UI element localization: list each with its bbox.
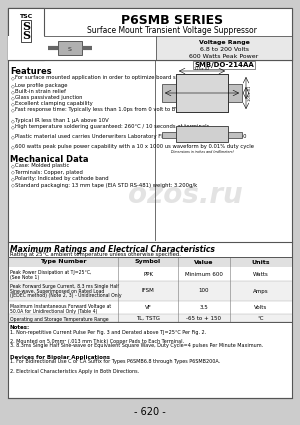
Text: 1. Non-repetitive Current Pulse Per Fig. 3 and Derated above TJ=25°C Per Fig. 2.: 1. Non-repetitive Current Pulse Per Fig.… xyxy=(10,330,206,335)
Bar xyxy=(162,84,176,102)
Text: Peak Power Dissipation at TJ=25°C,: Peak Power Dissipation at TJ=25°C, xyxy=(10,270,92,275)
Text: Peak Forward Surge Current, 8.3 ms Single Half: Peak Forward Surge Current, 8.3 ms Singl… xyxy=(10,284,119,289)
Text: Units: Units xyxy=(252,260,270,264)
Text: ◇: ◇ xyxy=(11,124,15,129)
Text: Dimensions in inches and (millimeters): Dimensions in inches and (millimeters) xyxy=(171,150,233,154)
Text: Devices for Bipolar Applications: Devices for Bipolar Applications xyxy=(10,354,110,360)
Text: ◇: ◇ xyxy=(11,95,15,100)
Text: °C: °C xyxy=(258,315,264,320)
Text: For surface mounted application in order to optimize board space.: For surface mounted application in order… xyxy=(15,75,190,80)
Text: S
S: S S xyxy=(22,21,30,41)
Text: ◇: ◇ xyxy=(11,134,15,139)
Text: 3. 8.3ms Single Half Sine-wave or Equivalent Square Wave, Duty Cycle=4 pulses Pe: 3. 8.3ms Single Half Sine-wave or Equiva… xyxy=(10,343,263,348)
Bar xyxy=(176,126,228,142)
Bar xyxy=(8,267,292,281)
Text: ◇: ◇ xyxy=(11,83,15,88)
Text: Mechanical Data: Mechanical Data xyxy=(10,155,89,164)
Text: (JEDEC method) (Note 2, 3) - Unidirectional Only: (JEDEC method) (Note 2, 3) - Unidirectio… xyxy=(10,293,122,298)
Text: Case: Molded plastic: Case: Molded plastic xyxy=(15,163,69,168)
Text: Maximum Instantaneous Forward Voltage at: Maximum Instantaneous Forward Voltage at xyxy=(10,304,111,309)
Text: Operating and Storage Temperature Range: Operating and Storage Temperature Range xyxy=(10,317,109,322)
Text: VF: VF xyxy=(145,305,152,310)
Text: Type Number: Type Number xyxy=(40,260,86,264)
Text: TSC: TSC xyxy=(20,14,33,19)
Bar xyxy=(8,8,44,60)
Text: 100: 100 xyxy=(199,289,209,294)
Text: 2. Electrical Characteristics Apply in Both Directions.: 2. Electrical Characteristics Apply in B… xyxy=(10,368,139,374)
Bar xyxy=(228,84,242,102)
Text: Maximum Ratings and Electrical Characteristics: Maximum Ratings and Electrical Character… xyxy=(10,245,215,254)
Text: P6SMB SERIES: P6SMB SERIES xyxy=(121,14,223,26)
Text: Value: Value xyxy=(194,260,214,264)
Bar xyxy=(162,132,176,138)
Text: Fast response time: Typically less than 1.0ps from 0 volt to BV min.: Fast response time: Typically less than … xyxy=(15,107,192,112)
Text: ◇: ◇ xyxy=(11,89,15,94)
Text: Volts: Volts xyxy=(254,305,268,310)
Text: (See Note 1): (See Note 1) xyxy=(10,275,39,280)
Text: Amps: Amps xyxy=(253,289,269,294)
Text: .105±.01: .105±.01 xyxy=(248,85,252,101)
Text: -65 to + 150: -65 to + 150 xyxy=(187,315,221,320)
Bar xyxy=(8,8,292,60)
Text: ◇: ◇ xyxy=(11,182,15,187)
Text: 1. For Bidirectional Use C or CA Suffix for Types P6SMB6.8 through Types P6SMB20: 1. For Bidirectional Use C or CA Suffix … xyxy=(10,360,220,365)
Bar xyxy=(8,281,292,301)
Bar xyxy=(8,36,156,60)
Text: ◇: ◇ xyxy=(11,118,15,123)
Text: Watts: Watts xyxy=(253,272,269,277)
Text: 3.5: 3.5 xyxy=(200,305,208,310)
Text: ◇: ◇ xyxy=(11,144,15,149)
Text: 50.0A for Unidirectional Only (Table 4): 50.0A for Unidirectional Only (Table 4) xyxy=(10,309,98,314)
Text: Typical IR less than 1 μA above 10V: Typical IR less than 1 μA above 10V xyxy=(15,118,109,123)
Text: Notes:: Notes: xyxy=(10,325,30,330)
Text: Sine-wave, Superimposed on Rated Load: Sine-wave, Superimposed on Rated Load xyxy=(10,289,104,294)
Text: Surface Mount Transient Voltage Suppressor: Surface Mount Transient Voltage Suppress… xyxy=(87,26,257,34)
Text: ◇: ◇ xyxy=(11,75,15,80)
Text: Plastic material used carries Underwriters Laboratory Flammability Classificatio: Plastic material used carries Underwrite… xyxy=(15,134,247,139)
Text: TL, TSTG: TL, TSTG xyxy=(136,315,160,320)
Bar xyxy=(156,36,292,60)
Text: High temperature soldering guaranteed: 260°C / 10 seconds at terminals: High temperature soldering guaranteed: 2… xyxy=(15,124,209,129)
Text: ◇: ◇ xyxy=(11,101,15,106)
Bar xyxy=(58,41,82,55)
Text: 2. Mounted on 5.0mm² (.013 mm Thick) Copper Pads to Each Terminal.: 2. Mounted on 5.0mm² (.013 mm Thick) Cop… xyxy=(10,339,184,344)
Text: Excellent clamping capability: Excellent clamping capability xyxy=(15,101,93,106)
Bar xyxy=(176,74,228,112)
Text: Polarity: Indicated by cathode band: Polarity: Indicated by cathode band xyxy=(15,176,109,181)
Text: ozos.ru: ozos.ru xyxy=(128,181,242,209)
Bar xyxy=(8,314,292,322)
Bar xyxy=(8,301,292,314)
Text: Built-in strain relief: Built-in strain relief xyxy=(15,89,66,94)
Text: Glass passivated junction: Glass passivated junction xyxy=(15,95,83,100)
Text: ◇: ◇ xyxy=(11,163,15,168)
Text: .325±.02: .325±.02 xyxy=(194,67,210,71)
Bar xyxy=(8,257,292,322)
Bar xyxy=(228,132,242,138)
Text: 600 Watts Peak Power: 600 Watts Peak Power xyxy=(189,54,259,59)
Bar xyxy=(176,74,228,112)
Text: - 620 -: - 620 - xyxy=(134,407,166,417)
Text: ◇: ◇ xyxy=(11,170,15,175)
Text: Features: Features xyxy=(10,67,52,76)
Text: ◇: ◇ xyxy=(11,107,15,112)
Text: IFSM: IFSM xyxy=(142,289,154,294)
Text: Voltage Range: Voltage Range xyxy=(199,40,249,45)
Text: Terminals: Copper, plated: Terminals: Copper, plated xyxy=(15,170,83,175)
Text: Symbol: Symbol xyxy=(135,260,161,264)
Text: Standard packaging: 13 mm tape (EIA STD RS-481) weight: 3.200g/k: Standard packaging: 13 mm tape (EIA STD … xyxy=(15,182,197,187)
Bar xyxy=(8,257,292,267)
Text: 600 watts peak pulse power capability with a 10 x 1000 us waveform by 0.01% duty: 600 watts peak pulse power capability wi… xyxy=(15,144,254,149)
Text: PPK: PPK xyxy=(143,272,153,277)
Text: Minimum 600: Minimum 600 xyxy=(185,272,223,277)
Text: ◇: ◇ xyxy=(11,176,15,181)
Text: 6.8 to 200 Volts: 6.8 to 200 Volts xyxy=(200,46,248,51)
Text: S: S xyxy=(68,46,72,51)
Text: SMB/DO-214AA: SMB/DO-214AA xyxy=(194,62,254,68)
Text: Rating at 25°C ambient temperature unless otherwise specified.: Rating at 25°C ambient temperature unles… xyxy=(10,252,181,257)
Text: Low profile package: Low profile package xyxy=(15,83,68,88)
